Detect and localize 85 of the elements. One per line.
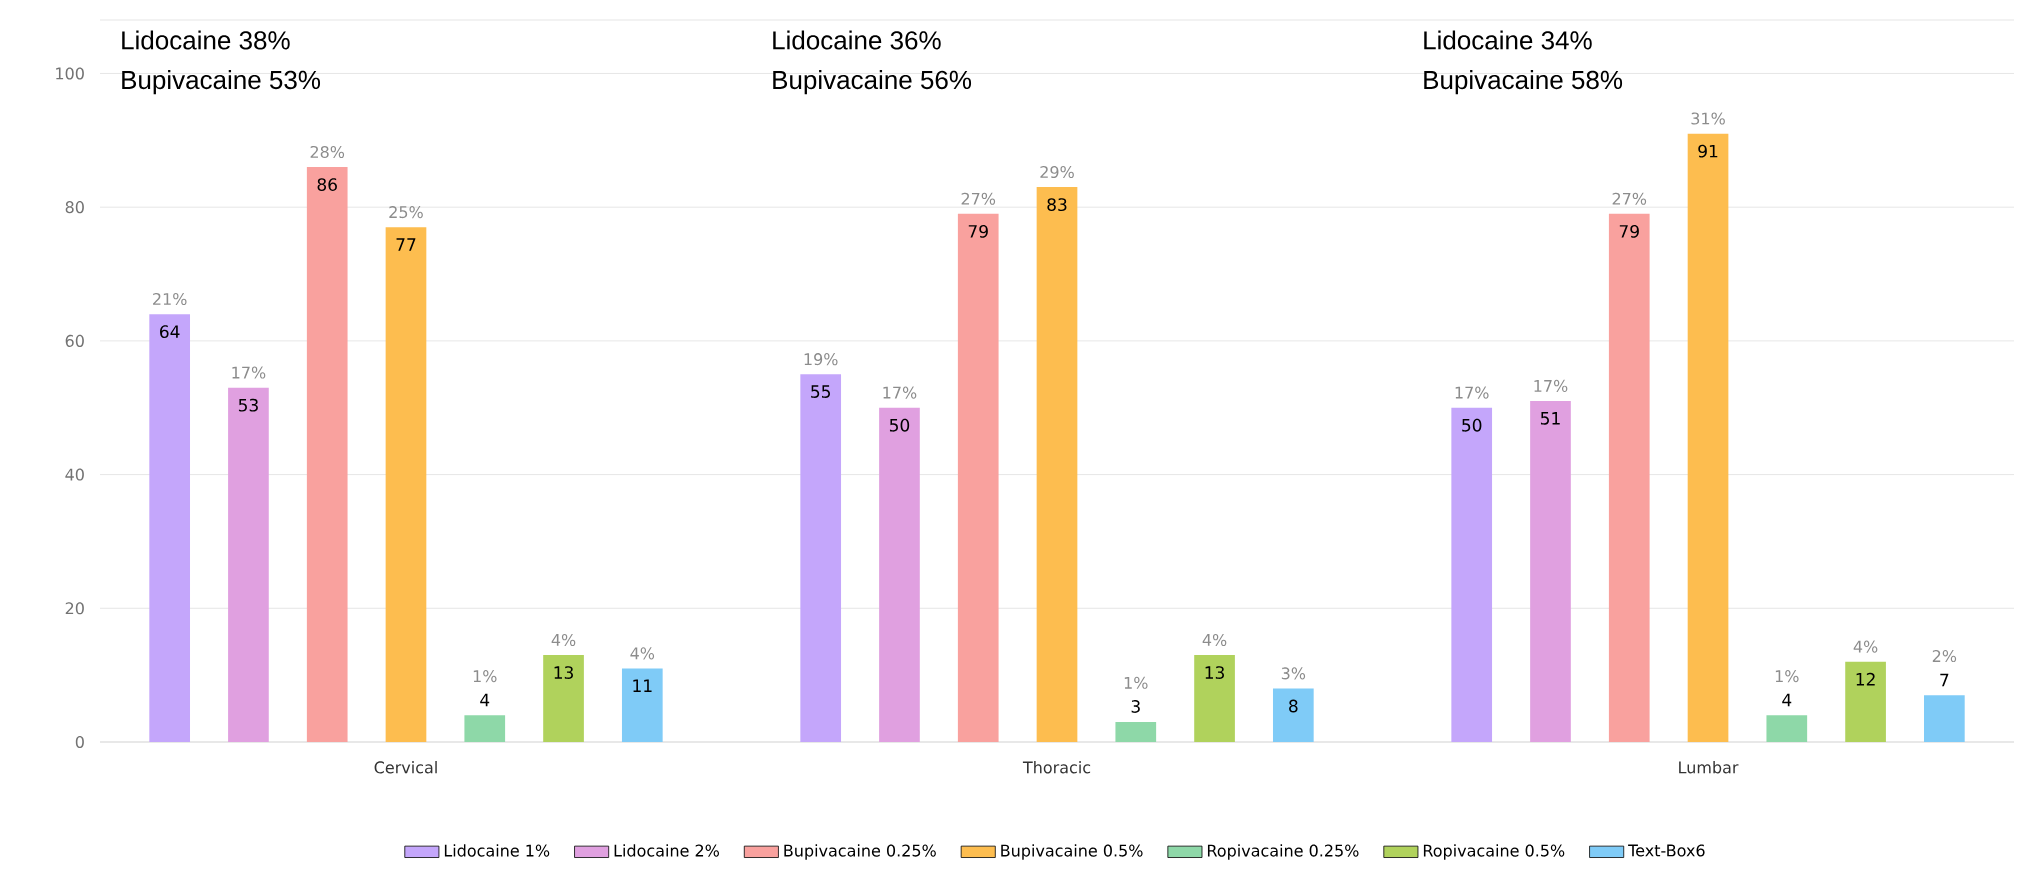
data-label: 50: [1462, 418, 1482, 432]
bar: [228, 387, 269, 742]
annotation: 17%: [1534, 379, 1568, 392]
annotation: 3%: [1281, 667, 1306, 680]
data-label: 13: [1205, 666, 1224, 680]
bar: [1924, 695, 1965, 742]
legend-label: Bupivacaine 0.5%: [1001, 844, 1143, 860]
x-tick-label: Thoracic: [1022, 761, 1091, 774]
data-label: 83: [1047, 198, 1067, 212]
data-label: 53: [238, 398, 258, 412]
annotation: 25%: [389, 206, 423, 219]
bar: [149, 314, 191, 742]
data-label: 13: [554, 666, 573, 680]
data-label: 4: [1782, 693, 1792, 707]
legend-label: Lidocaine 2%: [614, 844, 719, 857]
data-label: 91: [1698, 144, 1718, 158]
y-tick-label: 20: [65, 602, 84, 615]
bar: [1451, 407, 1493, 742]
y-tick-label: 80: [65, 201, 84, 214]
annotation: Lidocaine 36%: [773, 30, 941, 50]
data-label: 11: [633, 679, 652, 692]
x-tick-label: Lumbar: [1679, 761, 1739, 774]
y-tick-label: 60: [65, 334, 84, 347]
data-label: 79: [1619, 224, 1639, 238]
legend-label: Ropivacaine 0.25%: [1207, 844, 1359, 860]
annotation: 17%: [1455, 386, 1489, 399]
data-label: 3: [1131, 700, 1140, 713]
bar: [385, 227, 427, 742]
annotation: 17%: [232, 366, 266, 379]
annotation: 4%: [1853, 640, 1878, 653]
annotation: 31%: [1691, 112, 1725, 125]
data-label: 12: [1856, 672, 1875, 686]
annotation: 27%: [1612, 192, 1647, 205]
legend-label: Ropivacaine 0.5%: [1423, 844, 1565, 860]
annotation: 1%: [1124, 676, 1148, 689]
bar: [1608, 213, 1650, 742]
annotation: Bupivacaine 56%: [773, 70, 972, 95]
annotation: Bupivacaine 58%: [1424, 70, 1623, 95]
bar: [800, 374, 842, 742]
annotation: 28%: [310, 145, 345, 158]
bar: [1687, 133, 1729, 742]
bar: [1845, 661, 1886, 742]
bar: [621, 668, 663, 742]
data-label: 55: [811, 385, 830, 399]
data-label: 79: [968, 224, 988, 238]
data-label: 64: [160, 325, 180, 339]
annotation: 4%: [630, 647, 655, 660]
annotation: Lidocaine 38%: [122, 30, 290, 50]
data-label: 7: [1940, 673, 1949, 687]
legend-label: Lidocaine 1%: [444, 844, 550, 857]
annotation: Lidocaine 34%: [1424, 30, 1592, 50]
annotation: 4%: [1202, 633, 1227, 647]
data-label: 77: [396, 238, 416, 251]
annotation: 27%: [961, 192, 996, 205]
bar: [1194, 655, 1235, 742]
bar: [1530, 401, 1571, 742]
annotation: Bupivacaine 53%: [122, 70, 321, 95]
y-tick-label: 0: [75, 735, 84, 749]
data-label: 50: [889, 418, 910, 432]
annotation: 19%: [804, 353, 838, 366]
annotation: 1%: [473, 670, 497, 683]
bar: [1272, 688, 1314, 742]
data-label: 51: [1540, 412, 1560, 425]
bar: [957, 213, 999, 742]
y-tick-label: 100: [56, 67, 84, 80]
annotation: 21%: [153, 292, 187, 306]
bar: [1766, 715, 1808, 742]
y-tick-label: 40: [65, 468, 84, 481]
bar: [1036, 187, 1078, 742]
annotation: 29%: [1040, 165, 1074, 179]
annotation: 2%: [1932, 650, 1957, 663]
data-label: 4: [480, 693, 490, 707]
bar: [306, 167, 348, 742]
annotation: 1%: [1775, 670, 1799, 683]
legend-label: Bupivacaine 0.25%: [784, 844, 936, 860]
data-label: 86: [317, 178, 337, 191]
bar: [1115, 721, 1157, 742]
data-label: 8: [1289, 699, 1298, 713]
bar: [464, 715, 506, 742]
annotation: 4%: [551, 633, 576, 647]
legend-label: Text-Box6: [1628, 844, 1705, 857]
bar: [543, 655, 584, 742]
annotation: 17%: [883, 386, 917, 399]
bar: [879, 407, 920, 742]
x-tick-label: Cervical: [374, 761, 437, 774]
